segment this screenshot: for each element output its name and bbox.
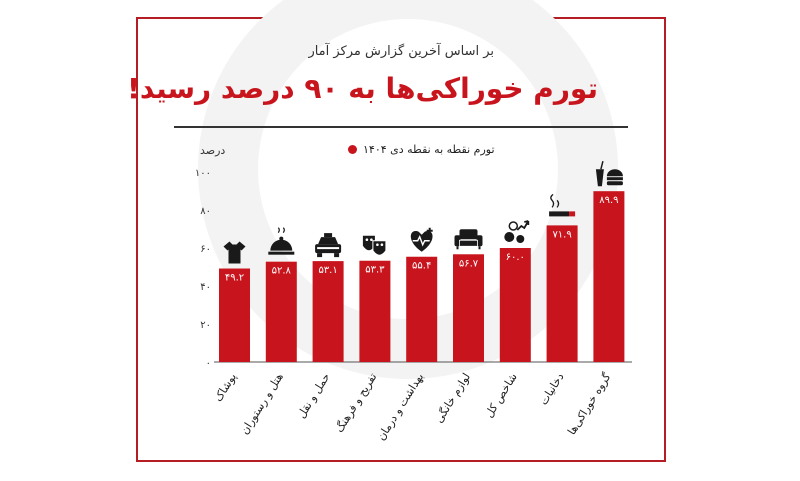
title-divider — [174, 126, 628, 128]
bar-value-label: ۵۲.۸ — [272, 266, 292, 277]
taxi-wheel — [317, 253, 323, 258]
y-tick-label: ۰ — [206, 358, 211, 369]
mask-eye — [365, 238, 369, 242]
sofa-leg — [478, 246, 481, 250]
bar-0 — [219, 268, 250, 362]
bar-7 — [546, 225, 578, 362]
tshirt-shape — [223, 241, 246, 264]
mask-tragedy — [372, 240, 387, 256]
legend-label: تورم نقطه به نقطه دی ۱۴۰۴ — [363, 143, 495, 156]
cigarette-icon — [549, 193, 576, 217]
bar-8 — [593, 191, 625, 362]
bar-3 — [359, 260, 391, 362]
bar-value-label: ۸۹.۹ — [599, 195, 618, 206]
taxi-stripe — [317, 247, 340, 250]
coin — [516, 235, 525, 243]
cloche-icon — [268, 227, 295, 255]
fastfood-icon — [595, 161, 623, 187]
cigarette-filter — [569, 211, 576, 217]
category-label: تفریح و فرهنگ — [333, 371, 380, 435]
burger-patty — [606, 177, 623, 181]
bar-value-label: ۴۹.۲ — [225, 273, 244, 284]
coin-outline — [508, 221, 519, 231]
category-label: دخانیات — [537, 371, 567, 408]
burger-bun-top — [606, 169, 623, 177]
theater-masks-icon — [362, 235, 387, 256]
mask-eye — [376, 243, 379, 247]
bar-2 — [312, 261, 344, 362]
taxi-wheel — [334, 253, 340, 258]
coins-chart-icon — [504, 220, 530, 243]
drink-straw — [600, 161, 604, 170]
category-label: پوشاک — [212, 371, 240, 404]
bar-1 — [265, 261, 297, 362]
legend-swatch — [348, 145, 357, 154]
cloche-dome — [270, 239, 293, 251]
bar-4 — [406, 256, 438, 362]
coin — [504, 232, 515, 242]
bar-value-label: ۵۳.۱ — [318, 265, 337, 276]
y-tick-label: ۱۰۰ — [195, 168, 211, 179]
bar-5 — [453, 254, 484, 362]
heart-health-icon — [410, 227, 433, 252]
category-label: هتل و رستوران — [238, 371, 286, 437]
health-plus — [426, 227, 433, 234]
burger-bun-bottom — [606, 181, 623, 186]
cloche-knob — [279, 236, 284, 241]
category-label: بهداشت و درمان — [375, 371, 427, 443]
bar-value-label: ۵۳.۳ — [365, 265, 385, 276]
chart-title: تورم خوراکی‌ها به ۹۰ درصد رسید! — [127, 72, 598, 105]
category-label: گروه خوراکی‌ها — [565, 370, 614, 437]
y-tick-label: ۴۰ — [200, 282, 211, 293]
drink-cup — [595, 169, 604, 187]
taxi-roof — [318, 237, 339, 245]
taxi-icon — [315, 233, 342, 258]
category-label: شاخص کل — [482, 371, 519, 420]
mask-eye — [380, 243, 384, 247]
y-axis-unit-label: درصد — [200, 144, 226, 157]
cigarette-body — [549, 211, 570, 217]
cloche-tray — [268, 251, 295, 255]
heartbeat-line — [412, 234, 430, 247]
mask-eye — [370, 238, 373, 242]
y-tick-label: ۸۰ — [200, 206, 211, 217]
chart-subtitle: بر اساس آخرین گزارش مرکز آمار — [308, 44, 494, 59]
bar-value-label: ۵۵.۴ — [412, 261, 431, 272]
sofa-leg — [456, 246, 459, 250]
y-tick-label: ۲۰ — [200, 320, 211, 331]
cloche-steam — [277, 227, 285, 234]
tshirt-icon — [223, 241, 246, 264]
bar-value-label: ۶۰.۰ — [506, 252, 525, 263]
category-label: لوازم خانگی — [432, 371, 473, 426]
sofa-seat — [459, 239, 478, 247]
y-tick-label: ۶۰ — [200, 244, 211, 255]
bar-value-label: ۷۱.۹ — [552, 229, 571, 240]
trend-arrow — [516, 220, 530, 231]
chart-legend: تورم نقطه به نقطه دی ۱۴۰۴ — [348, 143, 495, 156]
sofa-icon — [454, 229, 483, 250]
bar-value-label: ۵۶.۷ — [459, 258, 479, 269]
smoke — [550, 193, 560, 208]
sofa-arm — [476, 235, 483, 247]
trend-arrow-head — [524, 220, 530, 225]
category-label: حمل و نقل — [295, 371, 333, 421]
sofa-arm — [454, 235, 461, 247]
sofa-back — [459, 229, 478, 240]
taxi-sign — [324, 233, 333, 238]
bar-6 — [499, 248, 531, 362]
